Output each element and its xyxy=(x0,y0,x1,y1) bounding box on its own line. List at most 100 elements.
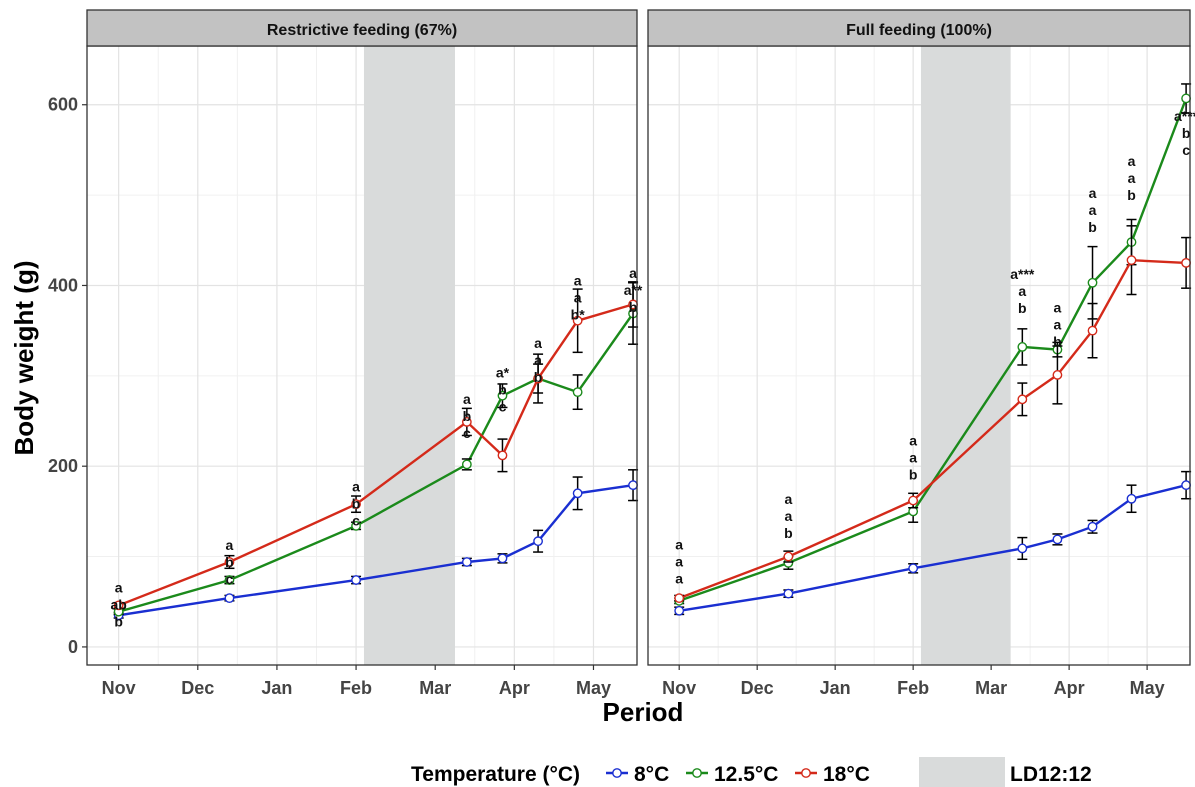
significance-line: c xyxy=(352,512,360,528)
data-point xyxy=(497,553,508,564)
significance-line: a xyxy=(629,265,637,281)
x-tick-label: Nov xyxy=(102,678,136,698)
data-point xyxy=(783,588,794,599)
chart-panels: a ab ba b ca b ca b ca* b ca a ba a b*a a** bRestrictive… xyxy=(48,9,1195,698)
legend-marker-18C xyxy=(801,768,811,778)
significance-line: a xyxy=(1054,300,1062,316)
significance-line: a*** xyxy=(1174,108,1195,124)
significance-line: b xyxy=(629,299,638,315)
significance-line: b xyxy=(1088,219,1097,235)
data-point xyxy=(572,488,583,499)
significance-line: a xyxy=(1054,317,1062,333)
data-point xyxy=(1087,521,1098,532)
x-tick-label: Nov xyxy=(662,678,696,698)
significance-line: c xyxy=(499,399,507,415)
data-point xyxy=(533,536,543,547)
significance-line: b xyxy=(1182,125,1191,141)
x-tick-label: Feb xyxy=(340,678,372,698)
data-point xyxy=(908,495,919,506)
significance-line: a xyxy=(1089,185,1097,201)
data-point xyxy=(908,563,919,574)
significance-line: a xyxy=(784,508,792,524)
plot-background xyxy=(87,46,637,665)
data-point xyxy=(572,315,583,326)
data-point xyxy=(674,605,685,616)
plot-background xyxy=(648,46,1190,665)
significance-line: a xyxy=(226,537,234,553)
significance-line: b xyxy=(463,408,472,424)
significance-label: a*** a b xyxy=(1010,266,1035,316)
data-point xyxy=(674,593,685,604)
legend-marker-12.5C xyxy=(692,768,702,778)
data-point xyxy=(1181,93,1192,104)
significance-line: a xyxy=(534,352,542,368)
x-tick-label: Apr xyxy=(499,678,530,698)
data-point xyxy=(628,480,638,491)
series-line xyxy=(118,484,634,617)
legend-title: Temperature (°C) xyxy=(411,763,580,786)
significance-line: a** xyxy=(624,282,643,298)
significance-line: a xyxy=(534,335,542,351)
legend-items: 8°C 12.5°C 18°C xyxy=(606,763,870,786)
data-point xyxy=(461,417,472,427)
significance-label: a a b* xyxy=(571,272,586,322)
significance-line: b xyxy=(114,614,123,630)
significance-line: a* xyxy=(496,365,510,381)
data-point xyxy=(351,575,361,585)
significance-line: b xyxy=(1053,334,1062,350)
panel-strip xyxy=(647,9,1191,47)
legend-shade-key xyxy=(919,757,1005,787)
significance-line: a xyxy=(1128,153,1136,169)
significance-line: c xyxy=(463,425,471,441)
panel-1: a ab ba b ca b ca b ca* b ca a ba a b*a a** bRestrictive… xyxy=(48,9,643,698)
x-tick-label: Feb xyxy=(897,678,929,698)
significance-line: ab xyxy=(110,597,126,613)
significance-line: b xyxy=(1127,187,1136,203)
y-tick-label: 0 xyxy=(68,637,78,657)
panel-strip xyxy=(86,9,638,47)
data-point xyxy=(461,459,472,470)
data-point xyxy=(1052,370,1063,380)
series-8C xyxy=(674,470,1192,616)
significance-line: c xyxy=(226,571,234,587)
data-point xyxy=(1181,480,1192,491)
x-tick-label: Dec xyxy=(741,678,774,698)
data-point xyxy=(461,557,472,567)
data-point xyxy=(497,390,508,401)
legend-marker-8C xyxy=(612,768,622,778)
significance-line: b xyxy=(909,466,918,482)
series-18C xyxy=(674,225,1192,604)
significance-line: a xyxy=(909,432,917,448)
data-point xyxy=(572,387,583,397)
data-point xyxy=(1087,325,1098,336)
x-axis-title: Period xyxy=(603,697,684,727)
y-axis-title: Body weight (g) xyxy=(9,261,39,456)
significance-line: b xyxy=(534,369,543,385)
y-tick-label: 200 xyxy=(48,456,78,476)
data-point xyxy=(1052,534,1063,545)
significance-line: a xyxy=(115,580,123,596)
series-line xyxy=(678,97,1188,602)
data-point xyxy=(351,520,361,531)
significance-line: b xyxy=(352,495,361,511)
series-8C xyxy=(113,469,639,621)
significance-line: b xyxy=(498,382,507,398)
data-point xyxy=(1017,543,1028,554)
significance-line: a xyxy=(675,536,683,552)
series-line xyxy=(678,258,1187,600)
data-point xyxy=(1017,394,1028,405)
significance-line: a xyxy=(909,449,917,465)
significance-line: a xyxy=(574,289,582,305)
x-tick-label: Mar xyxy=(419,678,451,698)
data-point xyxy=(533,373,543,384)
significance-line: b xyxy=(225,554,234,570)
significance-line: a xyxy=(1128,170,1136,186)
